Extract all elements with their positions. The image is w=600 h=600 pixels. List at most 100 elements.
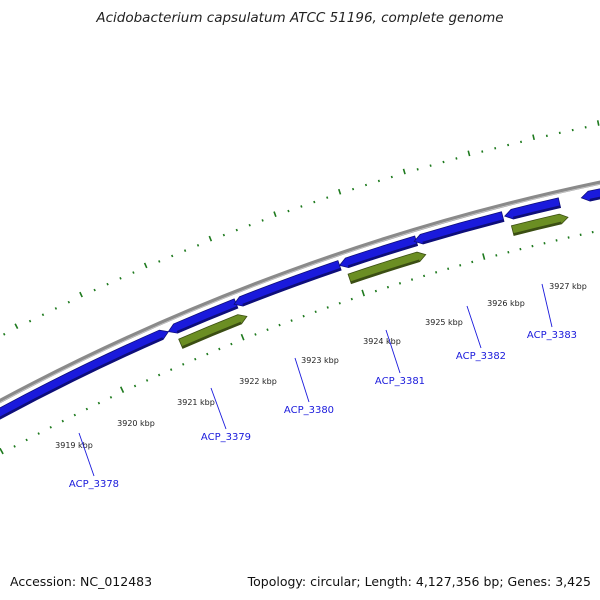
outer-tick: [338, 188, 342, 195]
outer-tick: [119, 277, 122, 280]
outer-tick: [2, 332, 6, 336]
forward-gene-5[interactable]: [413, 211, 505, 245]
outer-tick: [429, 164, 432, 167]
inner-tick: [240, 333, 245, 341]
genome-summary: Topology: circular; Length: 4,127,356 bp…: [247, 574, 591, 589]
inner-tick: [13, 445, 16, 448]
inner-tick: [206, 352, 209, 356]
backbone-arc: [0, 180, 600, 404]
inner-tick: [37, 432, 40, 435]
other-strand-gene-1-shadow: [181, 321, 242, 349]
scale-tick-labels: 3919 kbp 3920 kbp 3921 kbp 3922 kbp 3923 kbp…: [55, 282, 587, 450]
scale-tick-label: 3923 kbp: [301, 356, 339, 365]
inner-tick: [507, 250, 510, 254]
outer-tick: [377, 179, 380, 183]
outer-tick: [208, 235, 213, 242]
other-strand-gene-3-shadow: [513, 221, 562, 236]
inner-tick: [361, 289, 365, 297]
forward-gene-3[interactable]: [233, 260, 342, 307]
outer-tick: [402, 168, 406, 175]
outer-tick: [93, 288, 96, 292]
inner-tick: [495, 254, 498, 257]
inner-tick: [326, 306, 329, 309]
outer-tick-track: [2, 120, 600, 336]
inner-tick: [471, 260, 474, 264]
outer-tick: [235, 228, 238, 232]
outer-tick: [364, 183, 368, 187]
outer-tick: [183, 249, 187, 252]
forward-gene-6-shadow: [512, 205, 561, 219]
forward-gene-6[interactable]: [504, 197, 562, 220]
outer-tick: [481, 150, 484, 153]
inner-tick: [169, 368, 173, 371]
outer-tick: [596, 120, 600, 126]
gene-label-acp-3379[interactable]: ACP_3379: [201, 432, 251, 443]
inner-tick: [157, 373, 161, 377]
other-strand-gene-3[interactable]: [510, 213, 569, 236]
forward-gene-5-shadow: [422, 219, 504, 244]
outer-tick: [106, 282, 109, 286]
outer-tick: [455, 157, 458, 160]
outer-tick: [158, 260, 161, 263]
inner-tick: [447, 267, 450, 271]
inner-tick: [482, 253, 486, 260]
outer-tick: [248, 223, 251, 227]
inner-tick: [278, 323, 281, 327]
inner-tick: [290, 319, 293, 322]
other-strand-gene-2[interactable]: [347, 251, 427, 285]
outer-tick: [467, 150, 471, 157]
outer-tick: [300, 205, 303, 208]
gene-label-leader: [78, 432, 95, 477]
inner-tick: [543, 241, 546, 245]
forward-gene-3-shadow: [242, 267, 342, 306]
forward-gene-1-shadow: [0, 337, 164, 420]
outer-tick: [261, 219, 264, 222]
scale-tick-label: 3920 kbp: [117, 419, 155, 428]
gene-label-acp-3381[interactable]: ACP_3381: [375, 376, 425, 387]
inner-tick: [133, 384, 137, 388]
outer-tick: [132, 271, 135, 274]
other-strand-gene-1[interactable]: [178, 314, 248, 349]
scale-tick-label: 3925 kbp: [425, 318, 463, 327]
outer-tick: [416, 168, 419, 171]
inner-tick: [230, 342, 233, 346]
outer-tick: [532, 134, 535, 141]
gene-label-acp-3382[interactable]: ACP_3382: [456, 351, 506, 362]
scale-tick-label: 3924 kbp: [363, 337, 401, 346]
outer-tick: [313, 200, 316, 204]
scale-tick-label: 3919 kbp: [55, 441, 93, 450]
other-strand-gene-2-shadow: [350, 259, 420, 284]
inner-tick: [119, 386, 125, 393]
outer-tick: [507, 143, 510, 147]
gene-labels: ACP_3378 ACP_3379 ACP_3380 ACP_3381 ACP_3382…: [69, 283, 577, 490]
reverse-gene-track: [178, 213, 569, 349]
scale-tick-label: 3921 kbp: [177, 398, 215, 407]
gene-label-leader: [466, 305, 482, 349]
forward-gene-track: [0, 188, 600, 420]
outer-tick: [79, 291, 83, 298]
outer-tick: [442, 160, 445, 164]
inner-tick: [194, 357, 197, 361]
inner-tick: [25, 438, 28, 442]
gene-label-acp-3378[interactable]: ACP_3378: [69, 479, 119, 490]
inner-tick: [338, 301, 341, 305]
outer-tick: [41, 313, 45, 317]
outer-tick: [67, 300, 71, 304]
inner-tick: [218, 347, 221, 351]
inner-tick: [386, 285, 390, 289]
gene-label-acp-3380[interactable]: ACP_3380: [284, 405, 334, 416]
inner-tick: [109, 396, 113, 399]
outer-tick: [494, 146, 497, 150]
scale-tick-label: 3926 kbp: [487, 299, 525, 308]
inner-tick: [97, 401, 101, 405]
outer-tick: [143, 262, 148, 269]
scale-tick-label: 3922 kbp: [239, 377, 277, 386]
inner-tick-track: [0, 230, 594, 455]
outer-tick: [196, 244, 200, 247]
inner-tick: [0, 447, 4, 455]
gene-label-leader: [541, 283, 553, 328]
forward-gene-2-shadow: [176, 306, 238, 334]
gene-label-acp-3383[interactable]: ACP_3383: [527, 330, 577, 341]
gene-label-leader: [210, 387, 227, 430]
